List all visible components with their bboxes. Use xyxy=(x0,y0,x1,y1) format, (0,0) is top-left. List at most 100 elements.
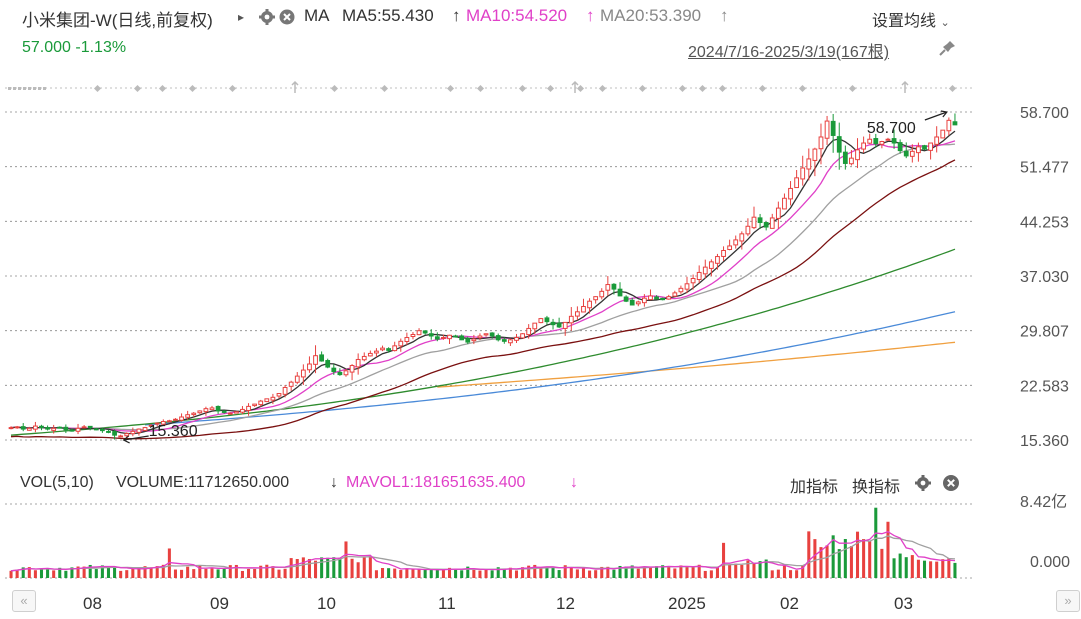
switch-indicator-button[interactable]: 换指标 xyxy=(852,479,901,496)
volume-bar xyxy=(198,565,202,578)
candle-body xyxy=(508,339,513,344)
candle-body xyxy=(246,405,251,411)
price-chart[interactable]: 58.700 51.477 44.253 37.030 29.807 22.583 15.3… xyxy=(0,60,1081,460)
candle-body xyxy=(20,426,26,430)
ma10-arrow: ↑ xyxy=(586,6,595,25)
volume-bar xyxy=(655,566,659,578)
volume-bar xyxy=(70,567,74,578)
volume-bar xyxy=(417,569,421,578)
candle-body xyxy=(270,396,276,401)
event-marker xyxy=(133,84,142,93)
volume-bar xyxy=(131,568,135,578)
vol-label[interactable]: VOL(5,10) xyxy=(20,474,94,491)
candle-body xyxy=(81,426,87,429)
moving-average-lines xyxy=(10,130,956,440)
chart-mode: (日线,前复权) xyxy=(111,11,213,30)
event-marker xyxy=(576,84,585,93)
volume-bar xyxy=(240,570,244,578)
event-marker xyxy=(28,87,31,90)
date-range[interactable]: 2024/7/16-2025/3/19(167根) xyxy=(688,44,890,61)
candle-body xyxy=(215,405,221,412)
volume-bar xyxy=(186,566,190,578)
candle-body xyxy=(836,136,842,153)
volume-bar xyxy=(277,569,281,578)
play-icon[interactable]: ▸ xyxy=(238,10,245,24)
volume-bar xyxy=(880,548,884,578)
event-marker xyxy=(948,84,957,93)
candle-body xyxy=(599,290,605,298)
candle-body xyxy=(532,322,538,330)
candle-body xyxy=(313,355,318,365)
candle-body xyxy=(575,311,580,317)
volume-bar xyxy=(423,569,427,578)
volume-bar xyxy=(703,570,707,578)
candle-body xyxy=(885,138,891,141)
candle-body xyxy=(459,335,465,341)
scroll-left-button[interactable]: « xyxy=(12,590,36,612)
volume-bar xyxy=(320,557,324,578)
volume-bar xyxy=(362,557,366,578)
volume-bar xyxy=(740,564,744,578)
gear-icon[interactable] xyxy=(259,9,275,25)
candle-body xyxy=(428,333,434,337)
event-marker xyxy=(330,84,339,93)
ma20-readout: MA20:53.390 xyxy=(600,6,702,25)
candle-body xyxy=(721,249,726,257)
ma250-line xyxy=(437,341,956,388)
candle-body xyxy=(240,408,245,413)
event-marker xyxy=(158,84,167,93)
event-marker xyxy=(718,84,727,93)
volume-bar xyxy=(831,535,835,578)
candle-body xyxy=(690,277,696,284)
volume-bar xyxy=(898,553,902,578)
ma-label[interactable]: MA xyxy=(304,6,330,25)
volume-bar xyxy=(764,559,768,578)
volume-bar xyxy=(100,565,104,578)
candle-body xyxy=(392,345,398,352)
ma30-line xyxy=(10,159,956,440)
event-marker xyxy=(8,87,11,90)
candle-body xyxy=(288,381,294,387)
volume-bar xyxy=(222,568,226,578)
event-marker xyxy=(678,84,687,93)
volume-bar xyxy=(837,549,841,578)
candle-body xyxy=(623,296,629,302)
volume-bar xyxy=(813,539,817,578)
volume-close-icon[interactable] xyxy=(943,475,959,491)
pin-icon[interactable] xyxy=(938,39,958,57)
volume-bar xyxy=(758,561,762,578)
volume-ma-lines xyxy=(10,530,956,572)
scroll-right-button[interactable]: » xyxy=(1056,590,1080,612)
candle-body xyxy=(130,430,136,435)
candle-body xyxy=(100,428,105,432)
candle-body xyxy=(495,335,501,341)
candle-body xyxy=(587,300,592,309)
volume-bar xyxy=(825,545,829,578)
candle-body xyxy=(142,427,148,431)
candle-body xyxy=(87,425,93,429)
volume-bar xyxy=(734,563,738,578)
candle-body xyxy=(465,338,471,343)
volume-bar xyxy=(776,569,780,578)
volume-bar xyxy=(685,566,689,578)
candle-body xyxy=(124,433,130,437)
volume-bar xyxy=(9,570,13,578)
candle-body xyxy=(264,398,270,403)
candle-body xyxy=(325,360,331,368)
add-indicator-button[interactable]: 加指标 xyxy=(790,479,839,496)
volume-chart[interactable] xyxy=(0,496,1010,581)
event-marker xyxy=(598,84,607,93)
volume-bar xyxy=(21,567,25,578)
candle-body xyxy=(166,420,172,423)
high-pointer xyxy=(924,111,948,121)
candle-body xyxy=(708,261,714,269)
volume-gear-icon[interactable] xyxy=(915,475,931,491)
candle-body xyxy=(641,297,647,304)
candle-body xyxy=(635,301,641,305)
ma-settings-button[interactable]: 设置均线 ⌄ xyxy=(872,7,950,31)
mavol-arrow: ↓ xyxy=(570,474,578,491)
volume-bar xyxy=(216,569,220,578)
candle-body xyxy=(775,207,781,219)
close-icon[interactable] xyxy=(279,9,295,25)
ma20-arrow: ↑ xyxy=(720,6,729,25)
